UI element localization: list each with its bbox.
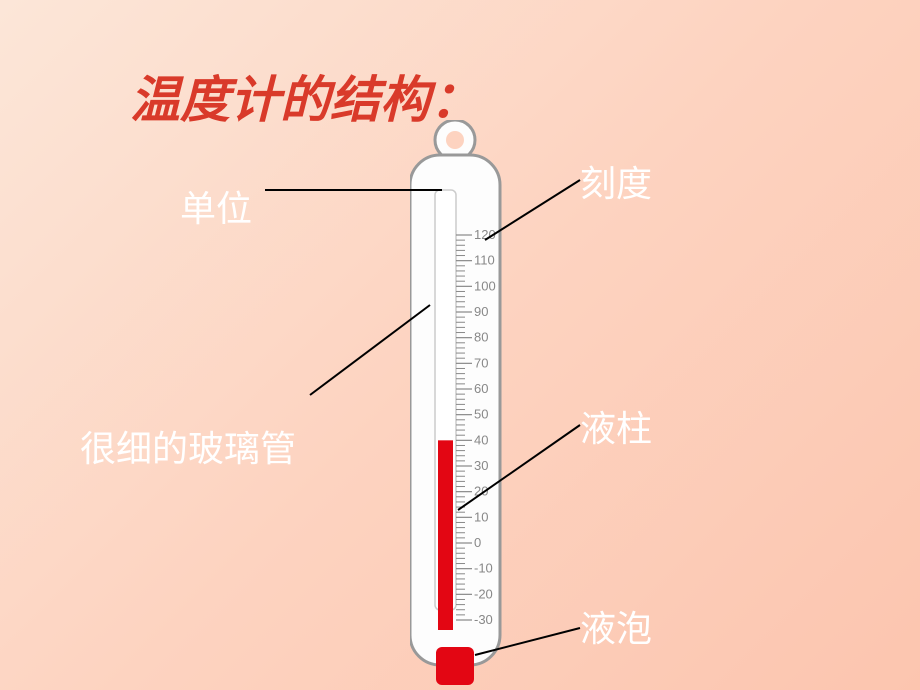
svg-text:100: 100	[474, 278, 496, 293]
svg-text:20: 20	[474, 484, 488, 499]
svg-text:-20: -20	[474, 586, 493, 601]
svg-text:60: 60	[474, 381, 488, 396]
svg-text:30: 30	[474, 458, 488, 473]
thermometer-diagram: 1201101009080706050403020100-10-20-30	[410, 120, 530, 690]
svg-text:110: 110	[474, 253, 495, 268]
svg-text:40: 40	[474, 432, 488, 447]
svg-text:90: 90	[474, 304, 488, 319]
label-glass-tube: 很细的玻璃管	[80, 420, 296, 472]
svg-text:10: 10	[474, 509, 488, 524]
svg-text:50: 50	[474, 407, 488, 422]
svg-text:70: 70	[474, 355, 488, 370]
label-scale: 刻度	[580, 155, 652, 207]
label-liquid-column: 液柱	[580, 400, 652, 452]
label-unit: 单位	[180, 180, 252, 232]
svg-text:-30: -30	[474, 612, 493, 627]
label-liquid-bulb: 液泡	[580, 600, 652, 652]
svg-text:80: 80	[474, 330, 488, 345]
svg-text:0: 0	[474, 535, 481, 550]
svg-text:-10: -10	[474, 561, 493, 576]
svg-text:120: 120	[474, 227, 496, 242]
